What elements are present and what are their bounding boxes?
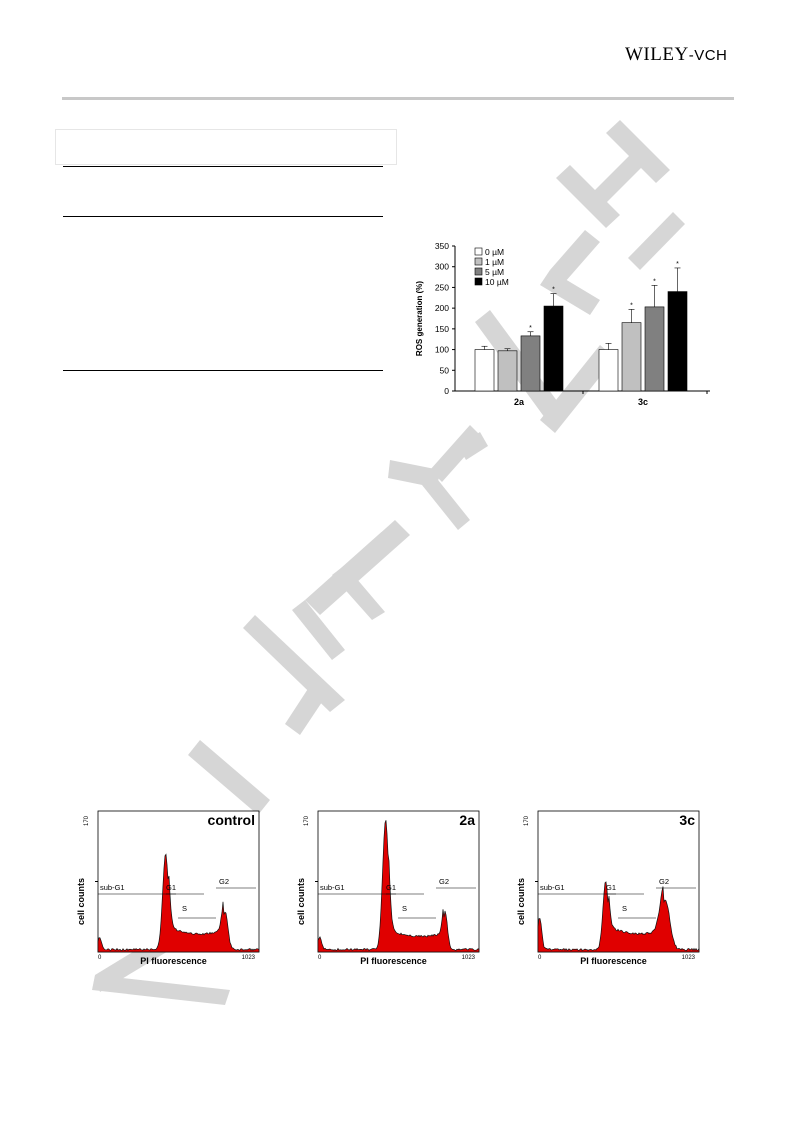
bar (622, 323, 641, 391)
gate-label-subg1: sub-G1 (100, 883, 125, 892)
significance-marker: * (552, 287, 555, 294)
publisher-logo: WILEY-VCH (625, 44, 745, 66)
gate-label-g2: G2 (439, 877, 449, 886)
bar (498, 351, 517, 391)
significance-marker: * (630, 302, 633, 309)
panel-title: 2a (459, 812, 475, 828)
legend-swatch (475, 268, 482, 275)
y-tick-label: 0 (444, 386, 449, 396)
y-axis-label: cell counts (296, 878, 306, 925)
gate-label-g1: G1 (386, 883, 396, 892)
bar (599, 350, 618, 391)
table-header-rule (63, 216, 383, 217)
plot-frame (318, 811, 479, 952)
gate-label-s: S (182, 904, 187, 913)
y-max-label: 170 (304, 815, 310, 826)
gate-label-g2: G2 (219, 877, 229, 886)
legend-swatch (475, 258, 482, 265)
x-max-label: 1023 (242, 955, 256, 961)
table-top-rule (63, 166, 383, 167)
legend-label: 10 µM (485, 277, 509, 287)
bar (645, 307, 664, 391)
x-min-label: 0 (538, 955, 542, 961)
x-min-label: 0 (318, 955, 322, 961)
flow-panel-control: control 170 cell counts 0 1023 PI fluorescenc… (70, 805, 263, 970)
bar (521, 336, 540, 391)
legend-label: 0 µM (485, 247, 504, 257)
table-caption-box (55, 129, 397, 165)
gate-label-g1: G1 (166, 883, 176, 892)
bar (475, 350, 494, 391)
significance-marker: * (529, 325, 532, 332)
y-axis-label: ROS generation (%) (415, 281, 424, 356)
ros-bar-chart: 0 50 100 150 200 250 300 350 ROS generation (%) *… (400, 240, 715, 415)
gate-label-g2: G2 (659, 877, 669, 886)
bar (668, 292, 687, 391)
y-max-label: 170 (524, 815, 530, 826)
gate-label-subg1: sub-G1 (320, 883, 345, 892)
bar (544, 306, 563, 391)
x-category-label: 3c (638, 397, 648, 407)
x-min-label: 0 (98, 955, 102, 961)
y-tick-label: 50 (440, 365, 450, 375)
ros-chart-svg: 0 50 100 150 200 250 300 350 ROS generation (%) *… (400, 240, 715, 415)
y-tick-label: 250 (435, 282, 449, 292)
panel-title: 3c (679, 812, 695, 828)
gate-label-g1: G1 (606, 883, 616, 892)
significance-marker: * (653, 278, 656, 285)
x-max-label: 1023 (462, 955, 476, 961)
gate-label-s: S (622, 904, 627, 913)
significance-marker: * (676, 261, 679, 268)
y-axis-label: cell counts (76, 878, 86, 925)
legend-swatch (475, 248, 482, 255)
y-tick-label: 350 (435, 241, 449, 251)
flow-panel-2a: 2a 170 cell counts 0 1023 PI fluorescence sub-… (290, 805, 483, 970)
panel-title: control (208, 812, 255, 828)
x-axis-label: PI fluorescence (580, 956, 647, 966)
header-divider (62, 97, 734, 100)
legend-swatch (475, 278, 482, 285)
legend-label: 5 µM (485, 267, 504, 277)
y-tick-label: 100 (435, 345, 449, 355)
gate-label-s: S (402, 904, 407, 913)
table-bottom-rule (63, 370, 383, 371)
x-max-label: 1023 (682, 955, 696, 961)
flow-panel-3c: 3c 170 cell counts 0 1023 PI fluorescence sub-… (510, 805, 703, 970)
y-axis-label: cell counts (516, 878, 526, 925)
gate-label-subg1: sub-G1 (540, 883, 565, 892)
x-axis-label: PI fluorescence (140, 956, 207, 966)
x-axis-label: PI fluorescence (360, 956, 427, 966)
y-tick-label: 300 (435, 262, 449, 272)
y-tick-label: 200 (435, 303, 449, 313)
y-max-label: 170 (84, 815, 90, 826)
y-tick-label: 150 (435, 324, 449, 334)
x-category-label: 2a (514, 397, 525, 407)
legend-label: 1 µM (485, 257, 504, 267)
